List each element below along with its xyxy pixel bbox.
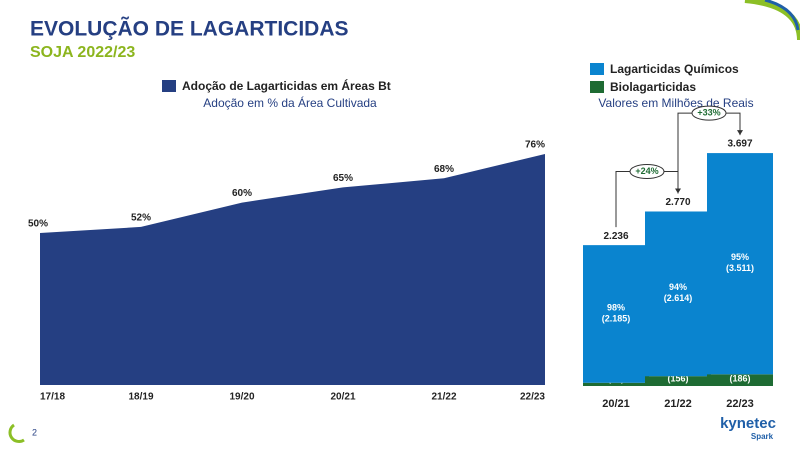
value-label: 50% bbox=[28, 219, 48, 230]
page-number: 2 bbox=[32, 427, 37, 437]
x-tick-label: 20/21 bbox=[602, 398, 630, 410]
bar-segment bbox=[645, 211, 711, 377]
bar-segment bbox=[583, 245, 649, 383]
value-label: 65% bbox=[333, 173, 353, 184]
total-label: 3.697 bbox=[727, 139, 752, 150]
bar-segment bbox=[583, 382, 649, 386]
decor bbox=[764, 0, 800, 31]
x-tick-label: 18/19 bbox=[128, 392, 153, 403]
x-tick-label: 20/21 bbox=[330, 392, 355, 403]
value-label: (156) bbox=[667, 373, 688, 383]
share-label: 94% bbox=[669, 282, 687, 292]
subtitle: SOJA 2022/23 bbox=[30, 44, 135, 61]
value-label: (2.614) bbox=[664, 293, 693, 303]
chart-subtitle: Valores em Milhões de Reais bbox=[598, 96, 753, 110]
bar-segment bbox=[707, 374, 773, 386]
value-label: 76% bbox=[525, 140, 545, 151]
legend-label: Lagarticidas Químicos bbox=[610, 62, 739, 76]
x-tick-label: 19/20 bbox=[229, 392, 254, 403]
value-label: 60% bbox=[232, 188, 252, 199]
growth-badge bbox=[691, 105, 727, 121]
value-label: (186) bbox=[729, 373, 750, 383]
growth-label: +33% bbox=[697, 107, 720, 117]
value-label: 68% bbox=[434, 164, 454, 175]
total-label: 2.770 bbox=[665, 197, 690, 208]
decor bbox=[8, 423, 25, 443]
legend-label: Adoção de Lagarticidas em Áreas Bt bbox=[182, 78, 391, 93]
x-tick-label: 22/23 bbox=[726, 398, 754, 410]
brand: kynetec bbox=[720, 415, 776, 432]
value-label: 52% bbox=[131, 213, 151, 224]
value-label: (3.511) bbox=[726, 263, 754, 273]
x-tick-label: 22/23 bbox=[520, 392, 545, 403]
share-label: 95% bbox=[731, 252, 749, 262]
title: EVOLUÇÃO DE LAGARTICIDAS bbox=[30, 18, 349, 41]
bar-segment bbox=[645, 376, 711, 386]
legend-swatch bbox=[590, 81, 604, 93]
growth-label: +24% bbox=[635, 166, 658, 176]
share-label: 98% bbox=[607, 302, 625, 312]
decor bbox=[744, 0, 800, 41]
area bbox=[40, 153, 545, 385]
x-tick-label: 17/18 bbox=[40, 392, 65, 403]
product: Spark bbox=[751, 432, 774, 441]
arrow-head bbox=[737, 130, 743, 136]
value-label: (2.185) bbox=[602, 313, 631, 323]
growth-badge bbox=[629, 163, 665, 179]
chart-subtitle: Adoção em % da Área Cultivada bbox=[203, 95, 377, 110]
x-tick-label: 21/22 bbox=[664, 398, 692, 410]
legend-label: Biolagarticidas bbox=[610, 80, 696, 94]
bar-segment bbox=[707, 153, 773, 375]
x-tick-label: 21/22 bbox=[431, 392, 456, 403]
legend-swatch bbox=[162, 80, 176, 92]
legend-swatch bbox=[590, 63, 604, 75]
total-label: 2.236 bbox=[603, 231, 628, 242]
